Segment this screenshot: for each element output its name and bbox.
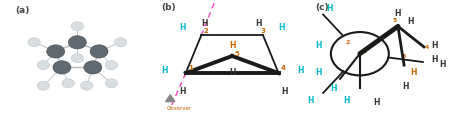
Circle shape xyxy=(71,23,84,32)
Text: 5: 5 xyxy=(234,50,239,56)
Text: 2: 2 xyxy=(203,28,208,33)
Circle shape xyxy=(115,38,127,47)
Circle shape xyxy=(71,54,84,63)
Text: H: H xyxy=(255,19,261,28)
Polygon shape xyxy=(165,95,175,102)
Text: H: H xyxy=(229,68,236,77)
Text: (c): (c) xyxy=(316,3,329,12)
Circle shape xyxy=(62,79,74,88)
Text: H: H xyxy=(229,41,236,50)
Circle shape xyxy=(105,61,118,70)
Text: H: H xyxy=(373,97,380,106)
Text: H: H xyxy=(432,54,438,63)
Text: H: H xyxy=(316,41,322,50)
Circle shape xyxy=(37,81,49,90)
Text: H: H xyxy=(179,23,186,32)
Text: 1: 1 xyxy=(362,48,367,53)
Text: H: H xyxy=(395,9,401,18)
Text: H: H xyxy=(201,19,207,28)
Text: 4: 4 xyxy=(425,45,429,50)
Circle shape xyxy=(90,45,108,59)
Text: 2: 2 xyxy=(346,39,350,44)
Text: Observer: Observer xyxy=(167,105,192,110)
Text: H: H xyxy=(161,66,167,74)
Text: 3: 3 xyxy=(402,54,406,59)
Text: 1: 1 xyxy=(188,65,193,71)
Text: H: H xyxy=(281,86,288,95)
Text: H: H xyxy=(179,86,186,95)
Text: H: H xyxy=(439,59,446,68)
Text: H: H xyxy=(410,68,416,77)
Text: 5: 5 xyxy=(393,18,397,23)
Circle shape xyxy=(28,38,40,47)
Circle shape xyxy=(53,61,71,74)
Text: H: H xyxy=(343,95,349,104)
Text: H: H xyxy=(308,95,314,104)
Text: H: H xyxy=(326,4,333,13)
Text: 3: 3 xyxy=(261,28,266,33)
Circle shape xyxy=(80,81,93,90)
Text: (b): (b) xyxy=(161,3,176,12)
Text: H: H xyxy=(279,23,285,32)
Text: H: H xyxy=(402,81,409,90)
Circle shape xyxy=(68,36,86,49)
Text: H: H xyxy=(316,68,322,77)
Circle shape xyxy=(47,45,65,59)
Circle shape xyxy=(37,61,49,70)
Text: H: H xyxy=(297,66,304,74)
Circle shape xyxy=(105,79,118,88)
Text: 4: 4 xyxy=(281,65,286,71)
Text: (a): (a) xyxy=(16,6,30,15)
Text: H: H xyxy=(407,17,413,26)
Circle shape xyxy=(84,61,102,74)
Text: H: H xyxy=(432,41,438,50)
Text: H: H xyxy=(331,84,337,93)
